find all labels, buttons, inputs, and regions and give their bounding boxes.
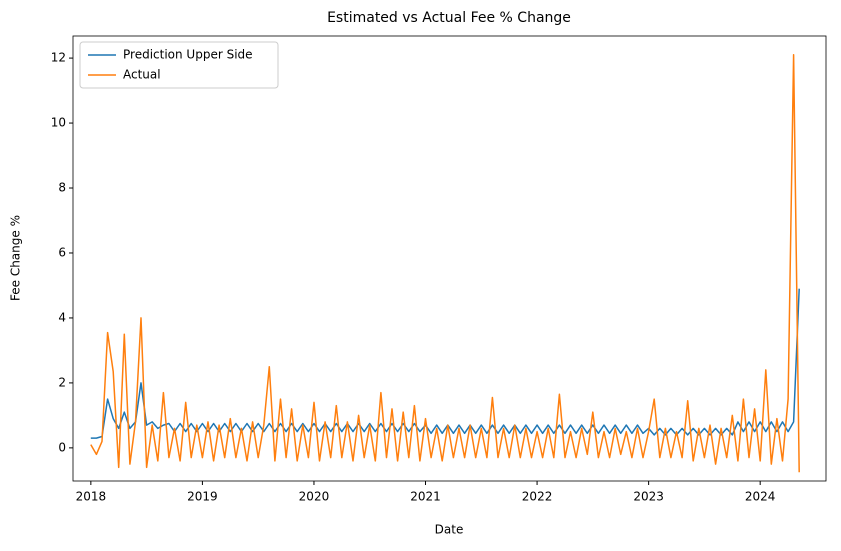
y-tick-label: 8: [58, 181, 66, 195]
plot-frame: [72, 35, 827, 482]
y-tick-label: 2: [58, 375, 66, 389]
legend-label: Actual: [123, 68, 161, 82]
y-tick-label: 4: [58, 310, 66, 324]
y-tick-label: 10: [51, 116, 66, 130]
series-line: [90, 54, 800, 473]
series-line: [90, 288, 800, 439]
x-axis-label: Date: [435, 523, 464, 537]
x-tick-label: 2023: [633, 490, 664, 504]
y-axis-label: Fee Change %: [9, 215, 23, 301]
y-tick-label: 0: [58, 440, 66, 454]
x-tick-label: 2022: [522, 490, 553, 504]
x-tick-label: 2021: [410, 490, 441, 504]
x-tick-label: 2020: [299, 490, 330, 504]
y-tick-label: 6: [58, 245, 66, 259]
y-tick-label: 12: [51, 51, 66, 65]
x-tick-label: 2018: [76, 490, 107, 504]
chart-title: Estimated vs Actual Fee % Change: [327, 10, 571, 26]
legend-label: Prediction Upper Side: [123, 48, 253, 62]
legend-box: [79, 41, 279, 89]
x-tick-label: 2019: [187, 490, 218, 504]
x-tick-label: 2024: [745, 490, 776, 504]
